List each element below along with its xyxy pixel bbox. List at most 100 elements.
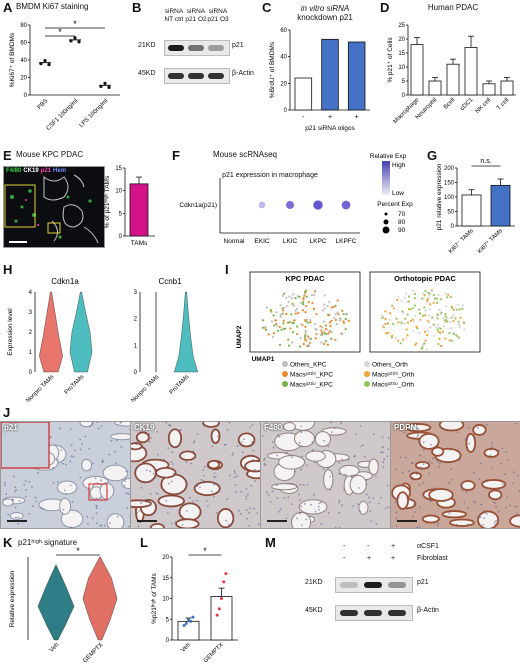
x-tick-label: Ki67⁻ TAMs <box>448 228 475 255</box>
umap-point <box>394 337 397 340</box>
violin <box>39 291 63 373</box>
bar <box>482 83 496 96</box>
umap-point <box>333 317 336 320</box>
umap-point <box>303 290 307 294</box>
y-tick-label: 1 <box>134 343 138 349</box>
umap-point <box>441 330 445 333</box>
umap-point <box>439 331 442 334</box>
p21-band <box>208 45 224 51</box>
panel-a: A BMDM Ki67 staining 0 20 40 60 80 %Ki67⁺ of … <box>0 0 130 145</box>
umap-point <box>264 325 267 329</box>
lane-label: siRNA NT ctrl <box>164 8 184 23</box>
umap-point <box>303 294 306 297</box>
umap-point <box>336 299 339 302</box>
size-label: 45KD <box>305 607 323 614</box>
y-tick-label: 150 <box>444 181 455 187</box>
data-point <box>222 580 226 584</box>
umap-point <box>457 320 460 323</box>
umap-point <box>436 323 440 326</box>
umap-point <box>433 297 437 300</box>
lane-label: siRNA p21 O2 <box>185 8 207 23</box>
umap-point <box>459 316 462 319</box>
umap-point <box>322 320 325 323</box>
panel-title: Mouse scRNAseq <box>212 150 278 159</box>
umap-point <box>463 321 466 324</box>
umap-point <box>386 322 389 325</box>
legend-title: Relative Exp <box>370 153 407 160</box>
x-tick-label: LKIC <box>283 238 298 245</box>
umap-point <box>285 312 288 316</box>
umap-point <box>412 329 415 333</box>
bar <box>129 183 149 237</box>
x-tick-label: Macrophage <box>393 97 421 125</box>
p21-band <box>188 45 204 51</box>
umap-point <box>265 306 268 309</box>
x-tick-label: T cell <box>496 97 510 111</box>
y-tick-label: 3 <box>134 290 138 296</box>
y-tick-label: 10 <box>162 597 169 603</box>
bar <box>347 41 366 111</box>
y-tick-label: 1 <box>29 350 33 356</box>
size-legend-dot <box>383 219 389 225</box>
p21-band <box>340 582 358 588</box>
y-tick-label: 80 <box>20 23 27 29</box>
umap-point <box>401 310 404 313</box>
umap-point <box>324 324 328 327</box>
umap-point <box>339 317 342 320</box>
umap-point <box>436 297 439 300</box>
umap-point <box>296 332 299 336</box>
umap-point <box>282 309 285 312</box>
umap-point <box>437 326 440 329</box>
x-tick-label: + <box>328 114 332 121</box>
scale-bar <box>9 241 27 243</box>
umap-point <box>298 295 301 298</box>
panel-title: in vitro siRNA <box>300 4 350 13</box>
umap-point <box>281 294 285 297</box>
protein-label: p21 <box>417 579 429 586</box>
bar <box>321 38 339 111</box>
umap-point <box>444 312 447 316</box>
panel-label: A <box>3 0 13 15</box>
umap-point <box>397 339 400 342</box>
umap-point <box>304 329 307 332</box>
chart-l: 0 5 10 15 20 %p21ʰⁱᵍʰ of TAMs Veh GEMPTX * <box>150 546 238 664</box>
bar <box>500 80 514 96</box>
umap-point <box>409 319 412 323</box>
x-axis-label: UMAP1 <box>252 356 275 363</box>
umap-point <box>443 321 447 324</box>
data-point <box>182 623 186 627</box>
umap-point <box>406 321 410 324</box>
umap-point <box>437 330 440 333</box>
umap-point <box>402 311 405 315</box>
panel-h: H Cdkn1a 0 1 2 3 4 Nonpro TAMs ProTAMs Ccnb1 0 1 2 3… <box>0 262 220 402</box>
condition-sign: + <box>391 543 396 550</box>
y-tick-label: 10 <box>115 189 122 195</box>
data-point <box>220 597 223 600</box>
sig-star: * <box>73 19 77 29</box>
umap-point <box>270 310 273 313</box>
stain-label: PDPN <box>394 423 417 432</box>
umap-point <box>429 303 432 306</box>
y-tick-label: 5 <box>402 79 406 85</box>
color-scale <box>382 161 390 195</box>
bar <box>410 44 424 96</box>
umap-point <box>291 302 294 305</box>
umap-point <box>294 312 297 315</box>
panel-m: M - - + - + + αCSF1 Fibroblast 21KD 45KD p21 … <box>265 535 520 668</box>
y-tick-label: 5 <box>119 211 123 217</box>
umap-point <box>428 294 431 297</box>
umap-point <box>314 328 317 331</box>
panel-i: I KPC PDAC Orthotopic PDAC UMAP2 UMAP1 Other… <box>225 262 520 402</box>
panel-l: L 0 5 10 15 20 %p21ʰⁱᵍʰ of TAMs Veh GEMPTX * <box>140 535 260 668</box>
umap-point <box>423 330 427 333</box>
umap-point <box>423 294 426 297</box>
umap-point <box>449 327 453 330</box>
panel-label: H <box>3 262 13 277</box>
umap-point <box>344 328 347 331</box>
umap-point <box>283 292 286 295</box>
data-point <box>107 85 111 89</box>
umap-point <box>267 333 270 336</box>
y-tick-label: 20 <box>398 37 405 43</box>
x-tick-label: Veh <box>49 642 61 654</box>
